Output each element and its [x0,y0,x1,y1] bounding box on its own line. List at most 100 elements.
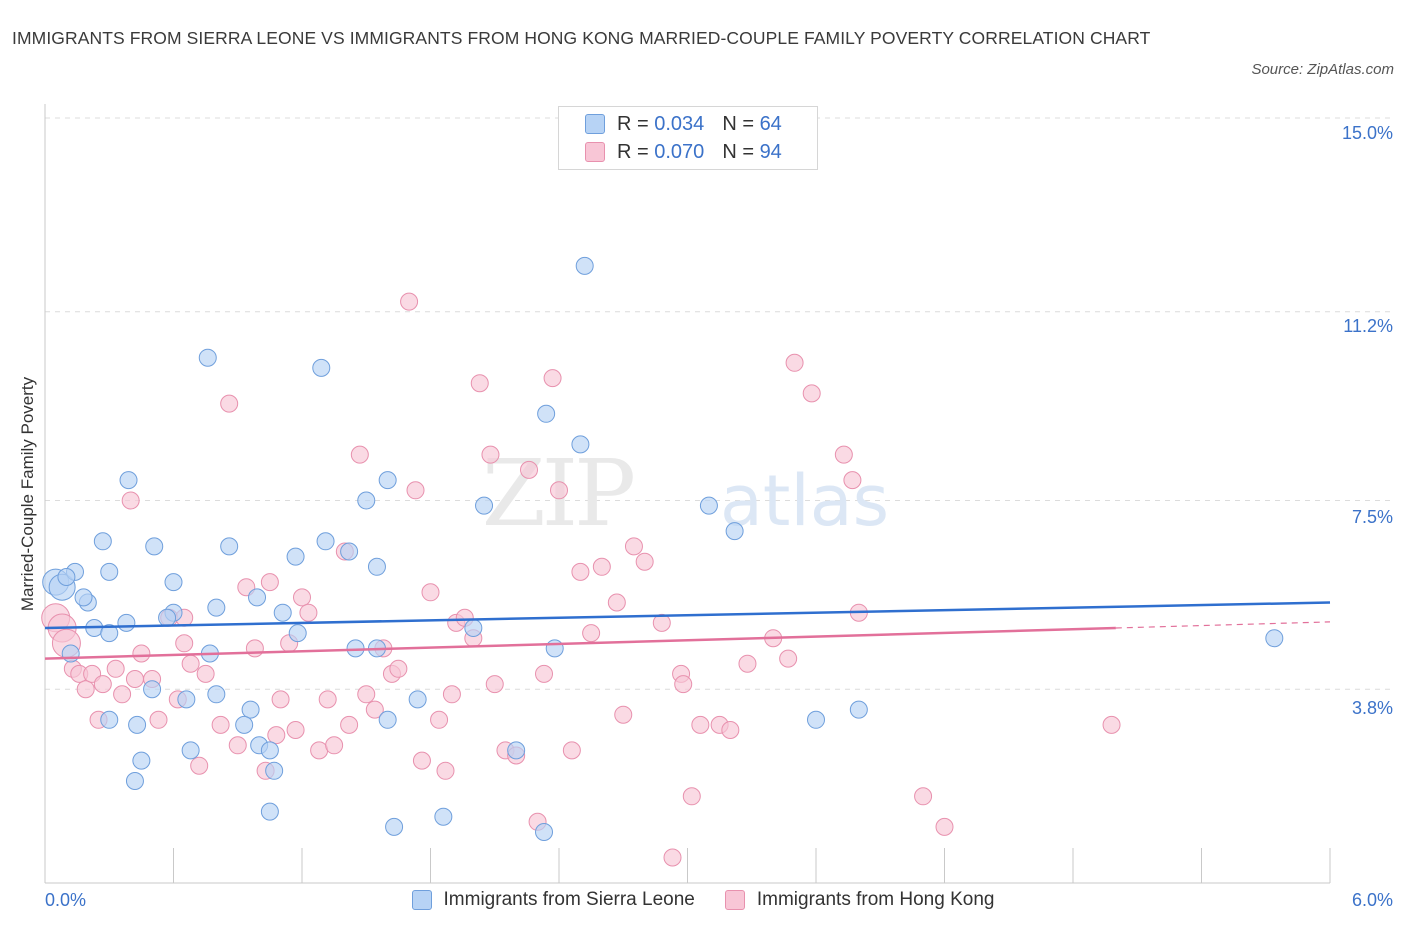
data-point-hong-kong [121,491,140,510]
data-point-sierra-leone [367,557,386,576]
trend-lines [44,601,1331,660]
data-point-sierra-leone [143,680,162,699]
data-point-hong-kong [286,721,305,739]
data-point-hong-kong [614,705,633,724]
x-tick-label-right: 6.0% [1351,890,1393,910]
legend-item-hong-kong: Immigrants from Hong Kong [724,889,995,911]
data-point-sierra-leone [260,741,279,760]
data-point-hong-kong [299,603,318,622]
data-point-hong-kong [271,690,290,709]
data-point-sierra-leone [241,700,260,719]
data-point-sierra-leone [312,358,331,377]
data-point-hong-kong [485,675,504,694]
legend-n-value: 64 [759,112,782,135]
data-point-hong-kong [550,481,568,500]
legend-row-sierra-leone: R = 0.034 N = 64 [585,111,782,137]
data-point-sierra-leone [434,807,453,826]
data-point-hong-kong [318,690,337,709]
data-point-hong-kong [470,374,489,393]
data-point-hong-kong [350,445,369,464]
data-point-hong-kong [76,680,95,699]
data-point-sierra-leone [132,751,151,770]
legend-item-label: Immigrants from Sierra Leone [443,889,695,910]
y-tick-label-7-5: 7.5% [1351,507,1393,527]
data-point-sierra-leone [260,802,279,821]
axes [44,104,1331,884]
data-point-sierra-leone [128,715,147,734]
data-point-sierra-leone [849,700,868,719]
data-point-sierra-leone [725,522,744,541]
data-point-hong-kong [132,644,151,663]
y-tick-label-3-8: 3.8% [1351,698,1393,718]
data-point-hong-kong [106,659,125,678]
data-point-hong-kong [691,715,710,734]
data-point-sierra-leone [385,817,404,836]
data-point-sierra-leone [378,710,397,729]
data-point-sierra-leone [207,685,226,704]
data-point-sierra-leone [220,537,239,556]
data-point-hong-kong [406,481,425,500]
data-point-sierra-leone [807,710,825,729]
series-sierra-leone [42,256,1284,841]
data-point-hong-kong [785,353,804,372]
data-point-hong-kong [93,675,112,694]
data-point-sierra-leone [198,348,217,367]
data-point-hong-kong [721,721,740,739]
data-point-hong-kong [175,634,194,653]
legend-r-label: R = [617,140,649,163]
legend-swatch-pink [585,142,605,162]
data-point-hong-kong [834,445,853,464]
data-point-hong-kong [562,741,581,760]
data-point-hong-kong [421,583,440,602]
data-point-hong-kong [267,726,286,745]
data-point-hong-kong [357,685,376,704]
data-point-sierra-leone [475,496,494,515]
data-point-hong-kong [400,292,419,311]
data-point-hong-kong [674,675,693,694]
data-point-hong-kong [442,685,461,704]
data-point-hong-kong [571,562,590,581]
data-point-hong-kong [843,471,862,490]
data-point-sierra-leone [265,761,284,780]
data-point-sierra-leone [145,537,164,556]
data-point-sierra-leone [61,644,80,663]
data-point-sierra-leone [537,404,556,423]
x-tick-label-left: 0.0% [45,890,87,910]
data-point-sierra-leone [378,471,397,490]
data-point-sierra-leone [571,435,590,454]
data-point-sierra-leone [181,741,200,760]
data-point-hong-kong [430,710,449,729]
data-point-hong-kong [181,654,200,673]
data-point-hong-kong [802,384,821,403]
legend-row-hong-kong: R = 0.070 N = 94 [585,139,782,165]
data-point-sierra-leone [464,619,483,637]
source-note: Source: ZipAtlas.com [1251,61,1394,78]
data-point-hong-kong [325,736,344,755]
grid-lines [45,117,1392,690]
data-point-hong-kong [310,741,329,760]
data-point-hong-kong [652,613,671,632]
data-point-sierra-leone [57,568,76,586]
data-point-sierra-leone [117,613,136,632]
data-point-hong-kong [260,573,279,592]
data-point-hong-kong [196,664,215,683]
data-point-hong-kong [149,710,168,729]
data-point-hong-kong [543,369,562,388]
watermark: ZIP atlas [482,440,889,547]
data-point-hong-kong [914,787,933,806]
data-point-sierra-leone [1265,629,1284,648]
data-point-hong-kong [535,664,554,683]
data-point-hong-kong [113,685,132,704]
data-point-sierra-leone [273,603,292,622]
data-point-hong-kong [779,649,798,668]
legend-r-label: R = [617,112,649,135]
legend-item-label: Immigrants from Hong Kong [756,889,995,910]
data-point-sierra-leone [699,496,718,515]
data-point-hong-kong [412,751,431,770]
data-point-sierra-leone [74,588,93,607]
y-tick-label-15: 15.0% [1341,123,1393,143]
legend-r-value: 0.034 [654,112,705,135]
data-point-hong-kong [607,593,626,612]
data-point-sierra-leone [100,624,119,643]
data-point-hong-kong [624,537,643,556]
